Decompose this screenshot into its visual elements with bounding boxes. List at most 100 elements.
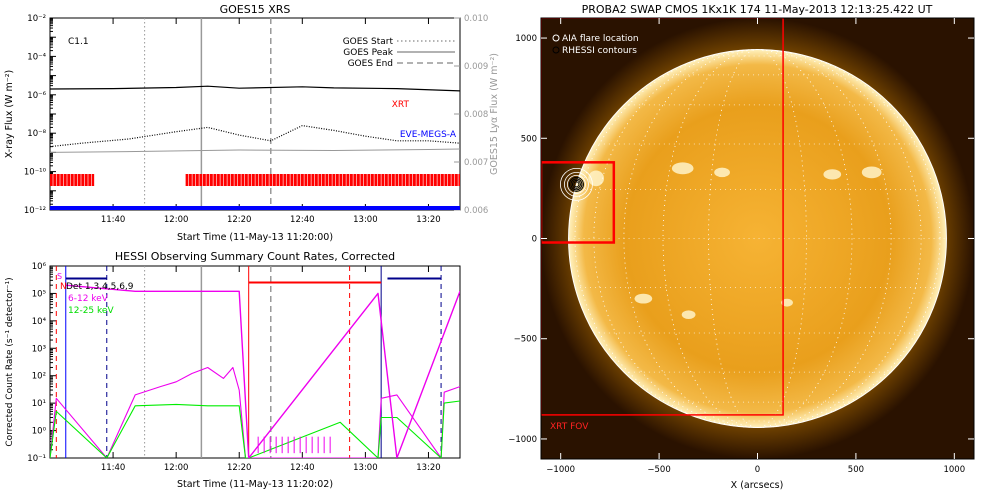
swap-y-tick-label: 500 — [521, 134, 537, 144]
active-region — [671, 162, 694, 175]
longitude-line — [593, 49, 922, 428]
aia-flare-circle — [567, 174, 586, 194]
goes-y2-tick-label: 0.008 — [464, 110, 488, 120]
rhessi-contour — [570, 178, 583, 191]
goes-y-tick-label: 10⁻¹² — [24, 206, 46, 216]
active-region — [861, 166, 882, 179]
active-region — [781, 298, 793, 307]
swap-x-tick-label: 0 — [755, 465, 760, 475]
swap-x-tick-label: −500 — [647, 465, 670, 475]
goes-coverage-xrt — [50, 174, 95, 186]
goes-x-tick-label: 11:40 — [101, 215, 126, 225]
goes-marks — [50, 18, 460, 210]
swap-xlabel: X (arcsecs) — [731, 480, 784, 491]
swap-y-axis: −1000 −500 0 500 1000 — [508, 34, 974, 445]
swap-image — [541, 18, 974, 459]
hessi-y-tick-label: 10⁴ — [32, 317, 47, 327]
active-region — [714, 167, 730, 178]
active-regions — [588, 162, 882, 320]
active-region — [634, 293, 653, 304]
goes-x-axis: 11:40 12:00 12:20 12:40 13:00 13:20 — [101, 18, 441, 225]
hessi-y-tick-label: 10¹ — [32, 399, 46, 409]
hessi-legend-letter-n: N — [60, 282, 67, 292]
hessi-x-tick-label: 11:40 — [101, 463, 126, 473]
goes-annotation-xrt: XRT — [392, 100, 410, 110]
goes-y-tick-label: 10⁻⁸ — [27, 129, 46, 139]
swap-y-tick-label: −1000 — [508, 435, 537, 445]
swap-legend-rhessi: RHESSI contours — [562, 46, 637, 56]
hessi-x-tick-label: 12:20 — [227, 463, 252, 473]
swap-legend-rhessi-marker — [552, 46, 560, 54]
swap-overlays — [541, 18, 784, 416]
goes-title: GOES15 XRS — [220, 3, 291, 16]
hessi-y-tick-label: 10⁰ — [32, 427, 47, 437]
active-region — [681, 310, 696, 320]
goes-ylabel: X-ray Flux (W m⁻²) — [4, 70, 15, 159]
hessi-legend-letter-s: S — [57, 272, 62, 281]
hessi-legend-det: Det 1,3,4,5,6,9 — [66, 282, 134, 292]
goes-series-line-0 — [50, 85, 460, 92]
longitude-line — [662, 49, 853, 428]
hessi-marks — [50, 266, 460, 458]
xrt-fov-box — [541, 18, 784, 416]
goes-coverage-eve — [50, 206, 460, 210]
swap-y-tick-label: 0 — [532, 235, 537, 245]
swap-y-tick-label: −500 — [514, 335, 537, 345]
hessi-x-tick-label: 12:00 — [164, 463, 189, 473]
swap-legend-aia-marker — [552, 34, 560, 42]
goes-y2-tick-label: 0.010 — [464, 14, 488, 24]
rhessi-contour — [571, 179, 581, 189]
goes-panel: GOES15 XRS 10⁻¹² 10⁻¹⁰ 10⁻⁸ 10⁻⁶ 10⁻⁴ 10⁻² 0.… — [4, 3, 500, 243]
goes-legend-end: GOES End — [348, 59, 393, 69]
hessi-legend-6-12: 6-12 keV — [68, 294, 109, 304]
hessi-y-axis: 10⁻¹ 10⁰ 10¹ 10² 10³ 10⁴ 10⁵ 10⁶ — [27, 262, 56, 464]
swap-legend: AIA flare location RHESSI contours — [552, 34, 639, 56]
hessi-attenuator-line — [65, 284, 460, 458]
goes-legend-peak: GOES Peak — [343, 48, 393, 58]
zoom-box — [541, 161, 616, 244]
hessi-series-line-0 — [50, 366, 460, 458]
hessi-x-tick-label: 12:40 — [290, 463, 315, 473]
hessi-title: HESSI Observing Summary Count Rates, Cor… — [115, 250, 395, 263]
active-region — [588, 170, 604, 187]
rhessi-contour — [568, 176, 584, 192]
swap-legend-aia: AIA flare location — [562, 34, 639, 44]
goes-x-tick-label: 12:20 — [227, 215, 252, 225]
hessi-series-line-1 — [50, 400, 460, 458]
hessi-legend: S N Det 1,3,4,5,6,9 6-12 keV 12-25 keV — [57, 272, 134, 316]
swap-y-tick-label: 1000 — [515, 34, 537, 44]
goes-x-tick-label: 13:00 — [353, 215, 378, 225]
hessi-x-tick-label: 13:20 — [416, 463, 441, 473]
swap-x-tick-label: 1000 — [943, 465, 965, 475]
goes-x-tick-label: 12:40 — [290, 215, 315, 225]
active-region — [823, 169, 842, 180]
goes-series-line-2 — [50, 148, 460, 153]
hessi-xlabel: Start Time (11-May-13 11:20:02) — [177, 479, 333, 490]
swap-x-axis: −1000 −500 0 500 1000 — [546, 18, 965, 475]
goes-y-tick-label: 10⁻² — [27, 14, 46, 24]
swap-x-tick-label: 500 — [848, 465, 864, 475]
aia-flare-circle — [564, 171, 589, 197]
hessi-legend-12-25: 12-25 keV — [68, 306, 114, 316]
hessi-y-tick-label: 10⁵ — [32, 289, 46, 299]
goes-y-tick-label: 10⁻¹⁰ — [24, 168, 47, 178]
aia-flare-circle — [560, 167, 593, 201]
hessi-y-tick-label: 10⁻¹ — [27, 454, 46, 464]
swap-panel: PROBA2 SWAP CMOS 1Kx1K 174 11-May-2013 1… — [508, 3, 975, 491]
hessi-y-tick-label: 10² — [32, 372, 46, 382]
hessi-x-tick-label: 13:00 — [353, 463, 378, 473]
goes-x-tick-label: 12:00 — [164, 215, 189, 225]
longitude-line — [708, 49, 807, 428]
goes-y2-tick-label: 0.009 — [464, 62, 488, 72]
hessi-plot-frame — [49, 265, 461, 459]
goes-x-tick-label: 13:20 — [416, 215, 441, 225]
hessi-ylabel: Corrected Count Rate (s⁻¹ detector⁻¹) — [5, 277, 15, 446]
goes-y2-tick-label: 0.006 — [464, 206, 488, 216]
solar-disk — [568, 49, 947, 428]
swap-xrt-fov-label: XRT FOV — [550, 422, 589, 432]
goes-series-line-1 — [50, 124, 460, 148]
goes-annotation-eve: EVE-MEGS-A — [400, 130, 457, 140]
swap-x-tick-label: −1000 — [546, 465, 575, 475]
rhessi-contour — [573, 181, 580, 188]
